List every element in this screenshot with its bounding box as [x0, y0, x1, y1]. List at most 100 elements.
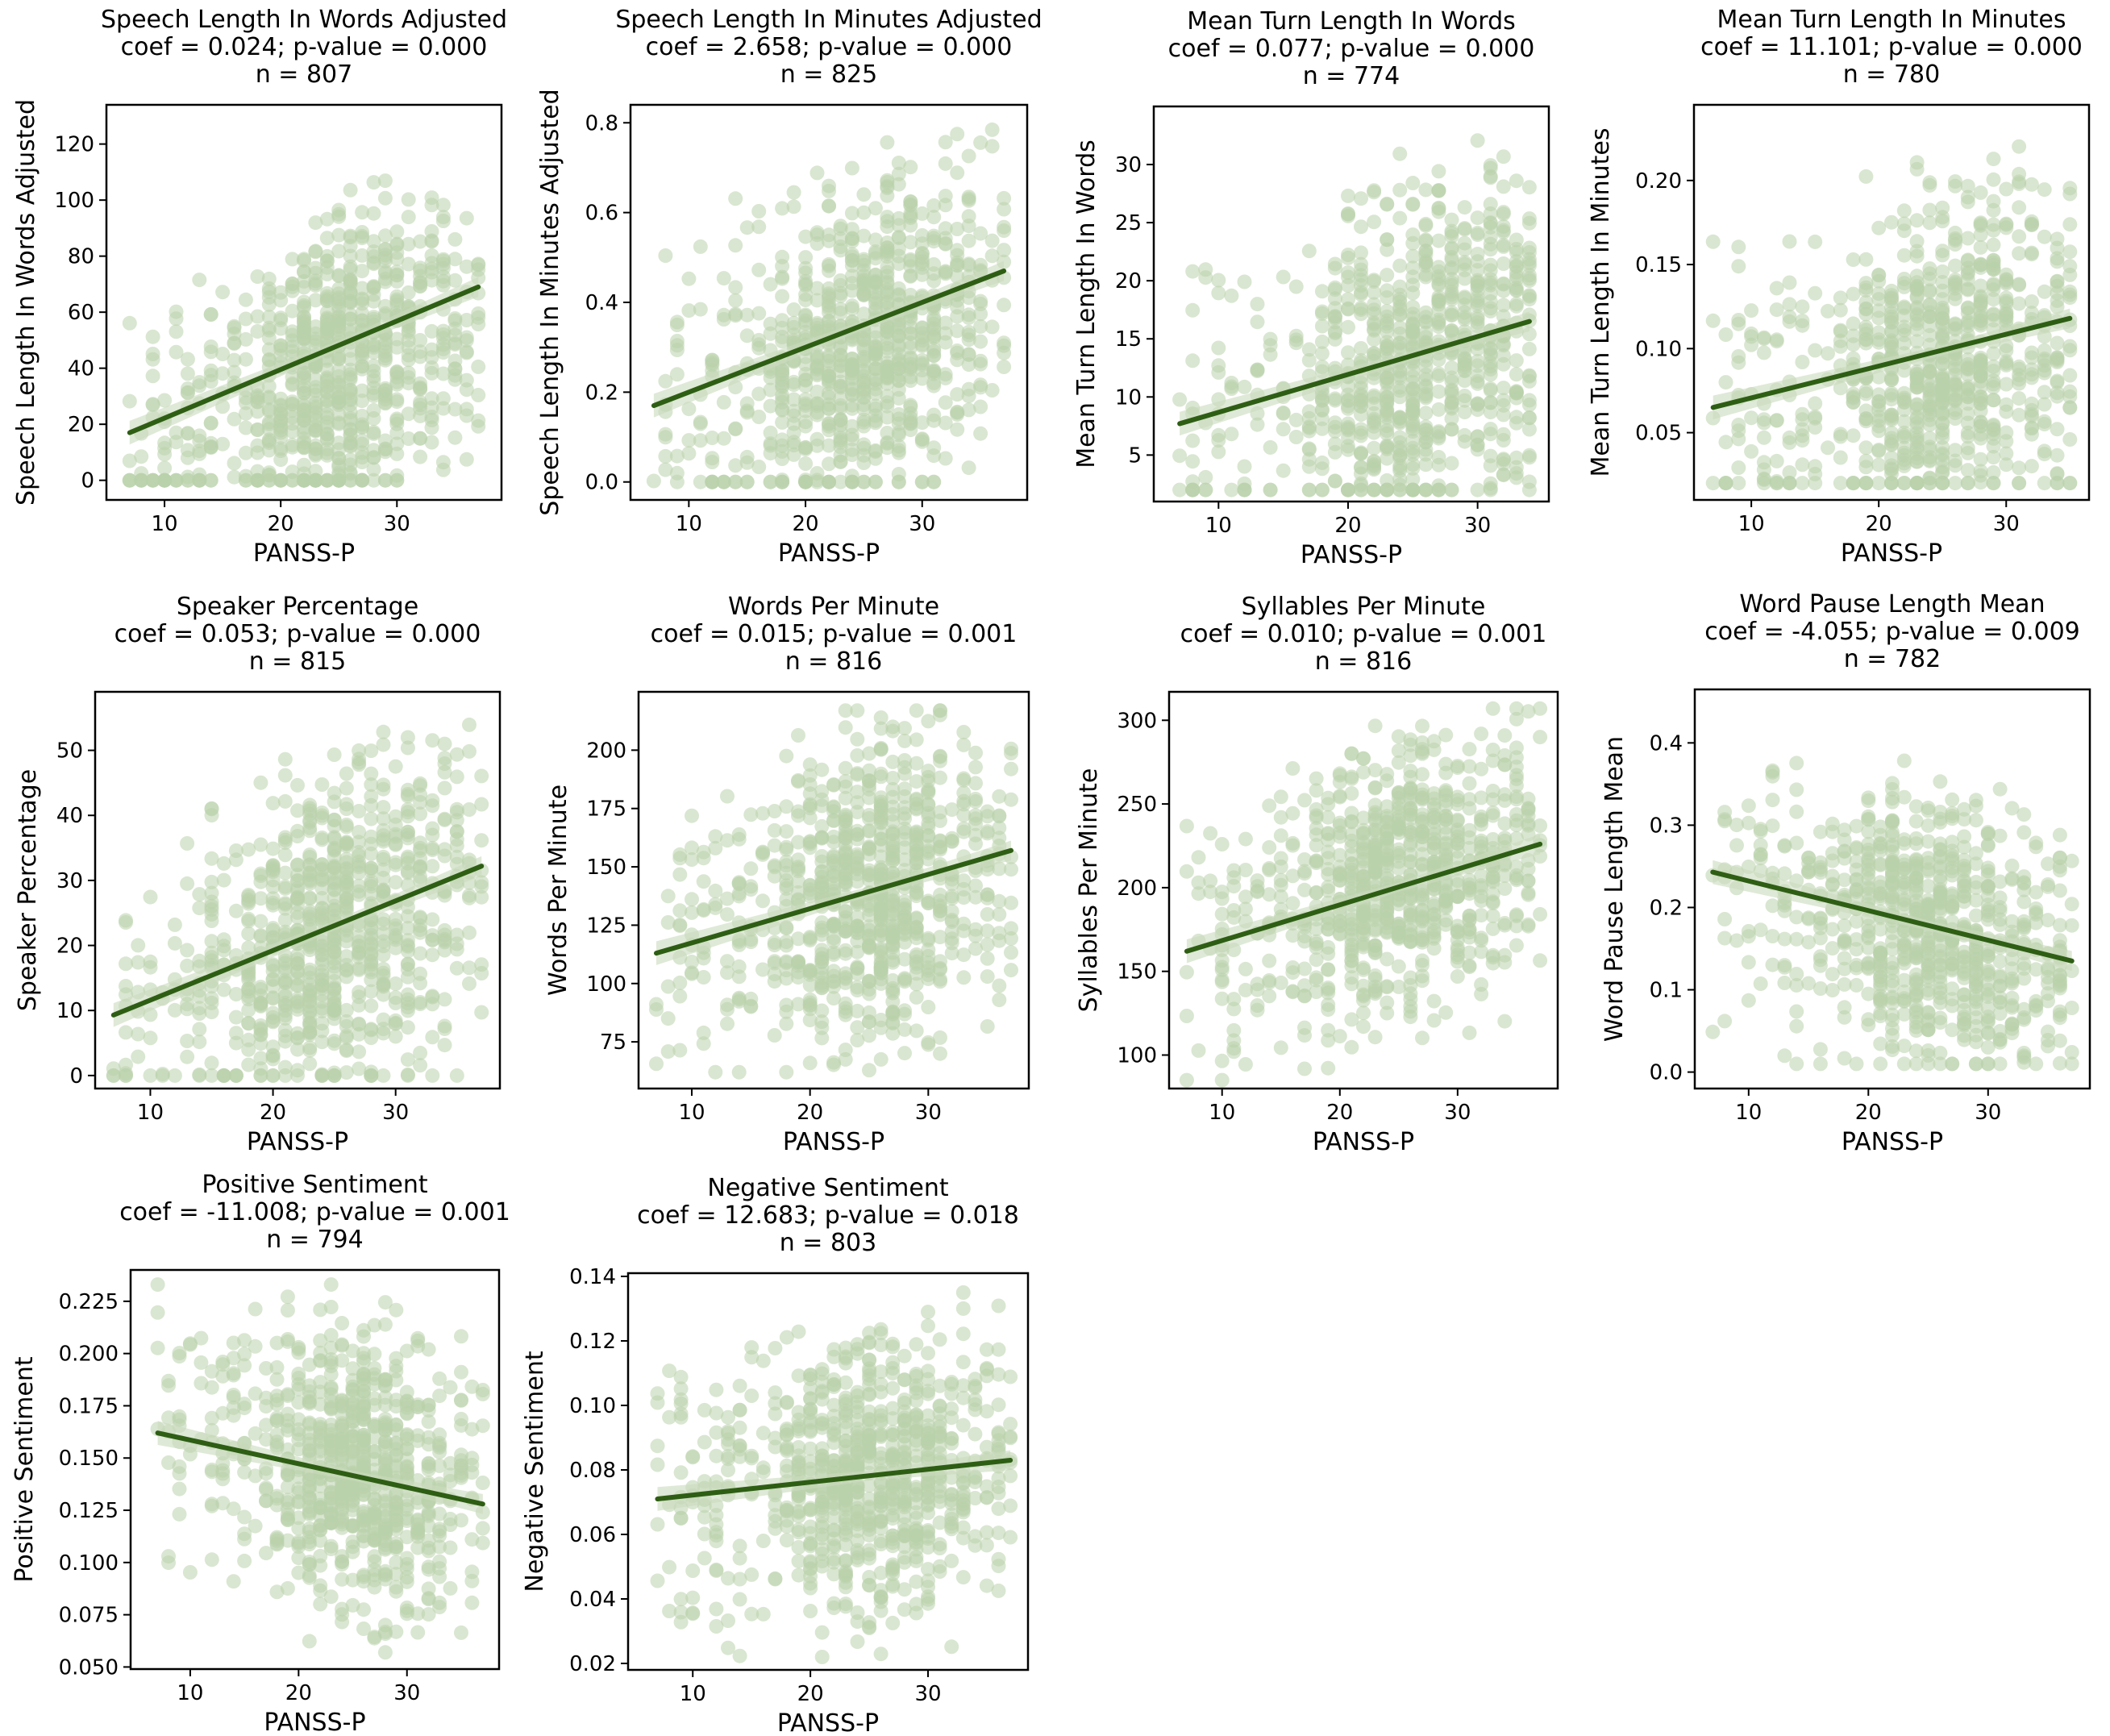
scatter-point — [1198, 469, 1213, 485]
scatter-point — [880, 426, 895, 440]
scatter-point — [809, 225, 825, 240]
scatter-point — [1999, 272, 2014, 287]
scatter-point — [1922, 383, 1937, 398]
scatter-point — [1999, 343, 2014, 358]
scatter-point — [273, 452, 289, 468]
scatter-point — [447, 402, 463, 417]
scatter-point — [968, 878, 983, 893]
scatter-point — [1521, 482, 1537, 497]
scatter-point — [297, 473, 311, 488]
scatter-point — [1999, 306, 2014, 322]
scatter-point — [856, 332, 872, 348]
scatter-point — [1960, 476, 1975, 491]
scatter-point — [1327, 310, 1342, 326]
scatter-point — [868, 361, 883, 376]
scatter-point — [1808, 410, 1823, 426]
scatter-point — [1172, 392, 1188, 407]
scatter-point — [850, 731, 865, 747]
scatter-point — [658, 448, 673, 464]
scatter-point — [319, 473, 335, 488]
scatter-point — [364, 998, 379, 1014]
scatter-point — [868, 330, 883, 345]
scatter-point — [1973, 475, 1988, 490]
scatter-point — [1354, 219, 1368, 235]
scatter-point — [921, 963, 936, 978]
scatter-point — [705, 474, 720, 489]
scatter-point — [314, 831, 330, 845]
y-tick-label: 0.15 — [1635, 253, 1682, 277]
panel-stats: coef = 2.658; p-value = 0.000 — [646, 33, 1013, 61]
scatter-point — [1858, 414, 1874, 429]
scatter-point — [314, 1004, 330, 1019]
scatter-point — [856, 368, 872, 384]
scatter-point — [938, 415, 953, 431]
scatter-point — [1896, 203, 1912, 219]
scatter-point — [1496, 393, 1511, 408]
plot-area — [1705, 139, 2078, 491]
scatter-point — [1948, 411, 1962, 426]
scatter-point — [1935, 315, 1950, 331]
scatter-point — [838, 703, 853, 718]
scatter-point — [1973, 353, 1988, 368]
scatter-point — [672, 903, 688, 918]
scatter-point — [1392, 482, 1408, 497]
scatter-point — [2012, 277, 2027, 292]
scatter-point — [1521, 373, 1537, 389]
scatter-point — [1922, 442, 1937, 457]
scatter-point — [366, 450, 381, 465]
scatter-point — [1341, 250, 1355, 265]
scatter-point — [366, 368, 381, 384]
scatter-point — [728, 474, 743, 489]
scatter-point — [798, 287, 814, 302]
scatter-point — [2062, 400, 2078, 415]
scatter-point — [950, 352, 965, 368]
scatter-point — [814, 830, 830, 845]
scatter-point — [751, 410, 767, 424]
scatter-point — [1769, 453, 1784, 468]
scatter-point — [1808, 285, 1823, 301]
scatter-point — [728, 458, 743, 473]
scatter-point — [833, 348, 848, 363]
scatter-point — [192, 1022, 207, 1037]
scatter-point — [250, 269, 265, 284]
scatter-point — [903, 369, 918, 385]
scatter-point — [401, 285, 416, 300]
scatter-point — [413, 260, 428, 276]
panel-stats: coef = 0.015; p-value = 0.001 — [651, 620, 1018, 648]
scatter-point — [343, 457, 358, 473]
scatter-point — [1935, 244, 1950, 259]
scatter-point — [1756, 331, 1771, 346]
scatter-point — [169, 425, 184, 440]
scatter-point — [297, 413, 311, 428]
scatter-point — [658, 462, 673, 477]
scatter-point — [1521, 410, 1537, 426]
scatter-point — [1457, 427, 1472, 443]
scatter-point — [1871, 220, 1887, 235]
scatter-point — [767, 868, 782, 884]
scatter-point — [933, 813, 947, 828]
scatter-point — [1263, 347, 1278, 362]
scatter-point — [814, 1020, 830, 1035]
scatter-point — [739, 405, 755, 420]
scatter-point — [862, 746, 876, 761]
scatter-point — [903, 360, 918, 375]
scatter-point — [261, 271, 277, 286]
scatter-point — [751, 386, 767, 402]
scatter-point — [366, 175, 381, 190]
scatter-point — [739, 328, 755, 343]
scatter-point — [204, 934, 219, 949]
scatter-point — [1935, 464, 1950, 480]
scatter-point — [216, 1068, 231, 1083]
scatter-point — [355, 455, 370, 469]
scatter-point — [273, 441, 289, 456]
scatter-point — [388, 875, 403, 890]
scatter-point — [1405, 248, 1421, 264]
panel-n-label: n = 816 — [785, 647, 882, 676]
scatter-point — [1418, 386, 1434, 402]
y-tick-label: 0.2 — [585, 381, 618, 405]
scatter-point — [1483, 293, 1498, 309]
scatter-point — [1301, 452, 1317, 467]
scatter-point — [1211, 433, 1226, 448]
scatter-point — [339, 781, 354, 796]
scatter-point — [265, 990, 281, 1005]
